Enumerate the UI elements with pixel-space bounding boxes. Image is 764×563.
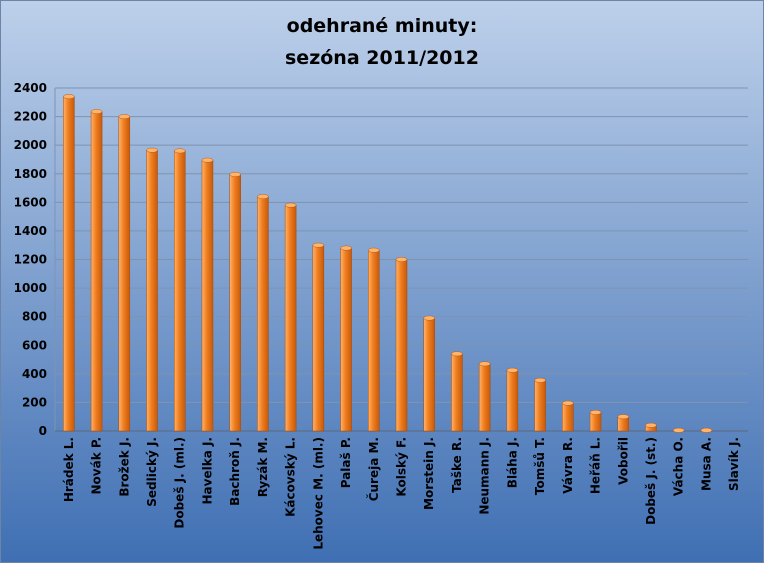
- y-tick-label: 1400: [14, 224, 47, 238]
- bar-cap: [340, 245, 352, 251]
- y-tick-label: 1600: [14, 195, 47, 209]
- x-tick-label: Heřáň L.: [589, 437, 603, 494]
- bar-cap: [451, 351, 463, 357]
- y-tick-label: 800: [22, 310, 47, 324]
- bar-cap: [562, 400, 574, 406]
- x-tick-label: Novák P.: [90, 437, 104, 495]
- y-tick-label: 2200: [14, 110, 47, 124]
- x-tick-label: Tomšů T.: [533, 437, 547, 495]
- bar: [146, 149, 158, 432]
- y-tick-label: 1800: [14, 167, 47, 181]
- x-tick-label: Musa A.: [699, 437, 713, 491]
- x-tick-label: Sedlický J.: [145, 437, 159, 507]
- y-tick-label: 400: [22, 367, 47, 381]
- bar: [229, 174, 241, 432]
- bar-cap: [645, 422, 657, 428]
- bar: [90, 111, 103, 432]
- chart-title-line1: odehrané minuty:: [287, 15, 478, 37]
- x-tick-label: Palaš P.: [339, 437, 353, 488]
- bar: [201, 159, 214, 432]
- bar-cap: [284, 202, 297, 208]
- bar: [340, 247, 352, 432]
- bar-cap: [673, 427, 685, 433]
- bar: [478, 363, 491, 432]
- x-tick-label: Brožek J.: [117, 437, 131, 497]
- bar-cap: [118, 114, 131, 119]
- x-axis-labels: Hrádek L. Novák P. Brožek J. Sedlický J. Dob…: [62, 437, 741, 550]
- bar-cap: [90, 109, 103, 114]
- y-axis-ticks: 0 200 400 600 800 1000 1200 1400 1600 1800 2000 220…: [14, 81, 47, 438]
- bar: [562, 402, 574, 432]
- bar: [534, 380, 546, 432]
- x-tick-label: Lehovec M. (ml.): [311, 437, 325, 550]
- x-tick-label: Bachroň J.: [228, 437, 242, 506]
- bar: [506, 370, 519, 432]
- bar: [257, 196, 269, 432]
- x-tick-label: Vobořil: [616, 437, 630, 485]
- grid-lines: [54, 87, 748, 432]
- bar: [368, 249, 380, 432]
- bar: [312, 244, 325, 432]
- bar: [451, 353, 463, 432]
- y-tick-label: 2400: [14, 81, 47, 95]
- y-tick-label: 1000: [14, 281, 47, 295]
- bar-cap: [534, 377, 546, 383]
- bar-cap: [506, 367, 519, 373]
- bar-cap: [146, 147, 158, 153]
- chart-title-line2: sezóna 2011/2012: [285, 47, 479, 69]
- x-tick-label: Dobeš J. (ml.): [173, 437, 187, 529]
- x-tick-label: Slavík J.: [727, 437, 741, 491]
- y-tick-label: 0: [39, 424, 47, 438]
- x-tick-label: Havelka J.: [200, 437, 214, 505]
- x-tick-label: Taške R.: [450, 437, 464, 493]
- x-tick-label: Hrádek L.: [62, 437, 76, 502]
- bar: [589, 412, 602, 432]
- bar-cap: [174, 148, 186, 154]
- bar-cap: [201, 157, 214, 163]
- x-tick-label: Dobeš J. (st.): [644, 437, 658, 525]
- x-tick-label: Bláha J.: [505, 437, 519, 488]
- bar-cap: [700, 427, 713, 433]
- y-tick-label: 200: [22, 395, 47, 409]
- bar: [423, 317, 435, 432]
- bar: [395, 259, 408, 432]
- x-tick-label: Vávra R.: [561, 437, 575, 494]
- y-tick-label: 2000: [14, 138, 47, 152]
- bar-cap: [589, 410, 602, 415]
- bar-cap: [617, 414, 629, 420]
- bar: [173, 150, 186, 432]
- y-tick-label: 600: [22, 338, 47, 352]
- bar: [118, 116, 131, 432]
- y-tick-label: 1200: [14, 253, 47, 267]
- x-tick-label: Vácha O.: [672, 437, 686, 496]
- bar-cap: [395, 257, 408, 262]
- x-tick-label: Ryzák M.: [256, 437, 270, 497]
- bar-cap: [368, 247, 380, 253]
- bar: [284, 204, 297, 432]
- bar-cap: [63, 94, 75, 99]
- x-tick-label: Morstein J.: [422, 437, 436, 510]
- bar-cap: [257, 194, 269, 200]
- bar-cap: [423, 315, 435, 321]
- bar-cap: [229, 172, 241, 177]
- x-tick-label: Neumann J.: [478, 437, 492, 515]
- x-tick-label: Čureja M.: [366, 437, 381, 501]
- bar-cap: [478, 361, 491, 367]
- bars: [63, 94, 713, 433]
- bar-cap: [312, 242, 325, 248]
- x-tick-label: Kolský F.: [395, 437, 409, 497]
- bar: [63, 96, 75, 432]
- x-tick-label: Kácovský L.: [284, 437, 298, 517]
